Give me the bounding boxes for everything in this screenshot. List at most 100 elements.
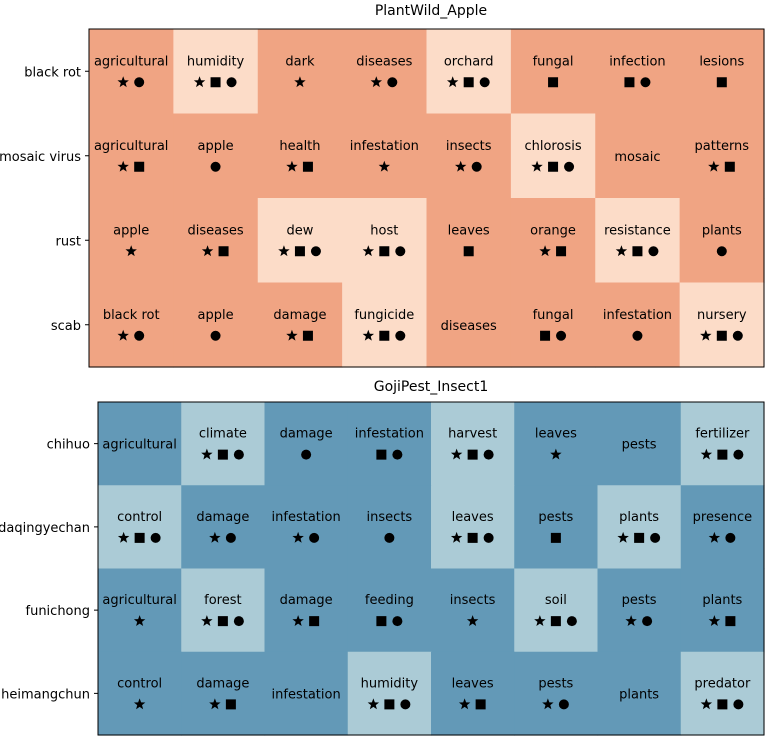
cell-word: soil xyxy=(545,593,567,608)
cell-word: leaves xyxy=(452,510,494,525)
cell-background xyxy=(342,282,428,368)
heatmap-cell: patterns xyxy=(679,113,765,199)
heatmap-cell: insects xyxy=(426,113,512,199)
heatmap-cell: chlorosis xyxy=(510,113,596,199)
heatmap-cell: humidity xyxy=(173,29,259,115)
cell-background xyxy=(426,113,512,199)
square-marker xyxy=(556,246,567,257)
square-marker xyxy=(632,246,643,257)
square-marker xyxy=(724,161,735,172)
cell-word: forest xyxy=(204,593,241,608)
cell-word: insects xyxy=(367,510,413,525)
square-marker xyxy=(302,330,313,341)
heatmap-cell: forest xyxy=(181,568,266,653)
cell-background xyxy=(347,485,432,570)
cell-background xyxy=(342,113,428,199)
cell-background xyxy=(431,568,515,653)
circle-marker xyxy=(732,330,743,341)
circle-marker xyxy=(233,616,244,627)
star-marker xyxy=(209,531,221,543)
chart-title: GojiPest_Insect1 xyxy=(374,379,489,395)
heatmap-cell: control xyxy=(98,651,182,736)
heatmap-cell: damage xyxy=(264,568,349,653)
cell-background xyxy=(597,568,682,653)
cell-background xyxy=(342,29,428,115)
cell-background xyxy=(514,402,599,486)
cell-background xyxy=(597,651,682,736)
square-marker xyxy=(548,77,559,88)
star-marker xyxy=(278,245,290,257)
star-marker xyxy=(708,531,721,543)
star-marker xyxy=(700,698,713,710)
cell-background xyxy=(680,485,765,570)
heatmap-cell: predator xyxy=(680,651,765,736)
square-marker xyxy=(210,77,221,88)
cell-word: feeding xyxy=(365,593,414,608)
square-marker xyxy=(716,77,727,88)
star-marker xyxy=(286,160,298,172)
cell-background xyxy=(181,568,266,653)
circle-marker xyxy=(226,77,237,88)
heatmap-cell: infestation xyxy=(342,113,428,199)
star-marker xyxy=(209,698,221,710)
star-marker xyxy=(458,698,471,710)
square-marker xyxy=(550,616,561,627)
heatmap-cell: fungal xyxy=(510,282,596,368)
circle-marker xyxy=(632,330,643,341)
circle-marker xyxy=(483,449,494,460)
cell-background xyxy=(264,402,349,486)
cell-word: orchard xyxy=(444,54,494,69)
heatmap-cell: harvest xyxy=(431,402,515,486)
heatmap-cell: black rot xyxy=(89,282,174,368)
square-marker xyxy=(218,246,229,257)
cell-word: host xyxy=(370,223,398,238)
cell-background xyxy=(510,113,596,199)
cell-word: plants xyxy=(619,687,659,702)
circle-marker xyxy=(301,449,312,460)
cell-word: damage xyxy=(273,308,326,323)
chart-title: PlantWild_Apple xyxy=(375,3,487,19)
cell-word: dew xyxy=(286,223,313,238)
cell-word: dark xyxy=(285,54,315,69)
cell-word: humidity xyxy=(361,676,419,691)
cell-word: damage xyxy=(196,510,249,525)
cell-background xyxy=(679,29,765,115)
cell-word: damage xyxy=(196,676,249,691)
star-marker xyxy=(201,448,213,460)
heatmap-cell: dark xyxy=(257,29,343,115)
square-marker xyxy=(540,330,551,341)
circle-marker xyxy=(642,616,653,627)
heatmap-cells: agricultural humidity dark diseases orchard f… xyxy=(89,29,765,368)
cell-background xyxy=(595,29,681,115)
square-marker xyxy=(302,161,313,172)
cell-word: climate xyxy=(199,427,247,442)
cell-word: resistance xyxy=(604,223,671,238)
square-marker xyxy=(725,616,736,627)
cell-word: plants xyxy=(619,510,659,525)
heatmap-cell: apple xyxy=(173,113,259,199)
heatmap-cell: climate xyxy=(181,402,266,486)
heatmap-cell: fungal xyxy=(510,29,596,115)
circle-marker xyxy=(210,161,221,172)
star-marker xyxy=(133,698,146,710)
cell-background xyxy=(347,402,432,486)
heatmap-cell: diseases xyxy=(342,29,428,115)
circle-marker xyxy=(648,246,659,257)
heatmap-cell: fertilizer xyxy=(680,402,765,486)
cell-background xyxy=(98,485,182,570)
circle-marker xyxy=(134,330,145,341)
star-marker xyxy=(117,531,130,543)
cell-background xyxy=(679,113,765,199)
circle-marker xyxy=(733,699,744,710)
cell-background xyxy=(595,198,681,284)
heatmap-cell: leaves xyxy=(514,402,599,486)
cell-word: damage xyxy=(280,427,333,442)
square-marker xyxy=(294,246,305,257)
cell-word: fungal xyxy=(533,54,574,69)
cell-background xyxy=(426,198,512,284)
cell-background xyxy=(181,402,266,486)
cell-background xyxy=(431,485,515,570)
star-marker xyxy=(117,329,129,341)
cell-background xyxy=(680,651,765,736)
heatmap-cell: control xyxy=(98,485,182,570)
